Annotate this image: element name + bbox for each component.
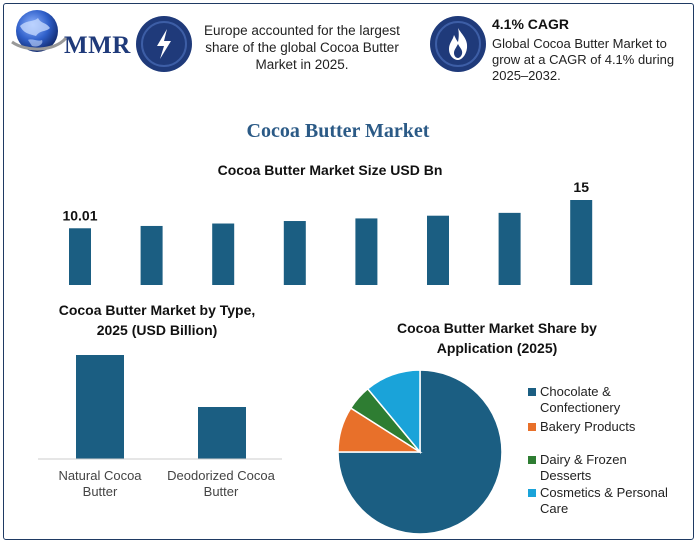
size-bar	[140, 225, 163, 285]
size-data-label: 15	[573, 180, 589, 195]
legend-label: Cosmetics & Personal Care	[540, 485, 668, 516]
legend-label: Bakery Products	[540, 419, 636, 434]
size-bar	[212, 223, 235, 285]
market-by-type-chart	[38, 355, 282, 460]
chart-application-title: Cocoa Butter Market Share by Application…	[397, 320, 597, 356]
logo-text: MMR	[64, 32, 131, 59]
info-europe-share: Europe accounted for the largest share o…	[204, 23, 400, 72]
legend-item-cosmetics: Cosmetics & Personal Care	[528, 485, 680, 517]
type-bar	[76, 355, 124, 459]
application-share-pie	[337, 369, 503, 535]
pie-slice	[337, 369, 503, 535]
legend-label: Dairy & Frozen Desserts	[540, 452, 627, 483]
size-bar	[570, 200, 593, 285]
pie-slice	[366, 369, 421, 455]
type-label-natural: Natural Cocoa Butter	[58, 468, 142, 499]
type-label-deodorized: Deodorized Cocoa Butter	[167, 468, 275, 499]
chart-type-title: Cocoa Butter Market by Type, 2025 (USD B…	[58, 302, 256, 338]
mmr-logo: MMR	[10, 8, 131, 59]
cagr-title: 4.1% CAGR	[492, 16, 570, 32]
size-bar	[498, 212, 521, 285]
size-bar	[355, 218, 378, 285]
size-data-label: 10.01	[62, 207, 97, 223]
legend-item-bakery: Bakery Products	[528, 419, 680, 435]
size-bar	[283, 221, 306, 285]
legend-label: Chocolate & Confectionery	[540, 384, 621, 415]
page-title: Cocoa Butter Market	[246, 120, 430, 142]
size-bar	[427, 215, 449, 285]
chart-size-title: Cocoa Butter Market Size USD Bn	[217, 162, 443, 178]
legend-swatch	[528, 388, 536, 396]
flame-icon	[428, 14, 488, 74]
legend-swatch	[528, 423, 536, 431]
cagr-description: Global Cocoa Butter Market to grow at a …	[492, 36, 675, 83]
legend-item-dairy: Dairy & Frozen Desserts	[528, 452, 680, 484]
legend-swatch	[528, 456, 536, 464]
type-bar	[198, 407, 246, 459]
legend-swatch	[528, 489, 536, 497]
globe-icon	[11, 10, 68, 52]
pie-legend: Chocolate & Confectionery Bakery Product…	[528, 384, 688, 524]
market-size-chart: 10.01 15	[62, 180, 593, 285]
lightning-icon	[134, 14, 194, 74]
size-bar	[69, 228, 91, 285]
legend-item-chocolate: Chocolate & Confectionery	[528, 384, 680, 416]
